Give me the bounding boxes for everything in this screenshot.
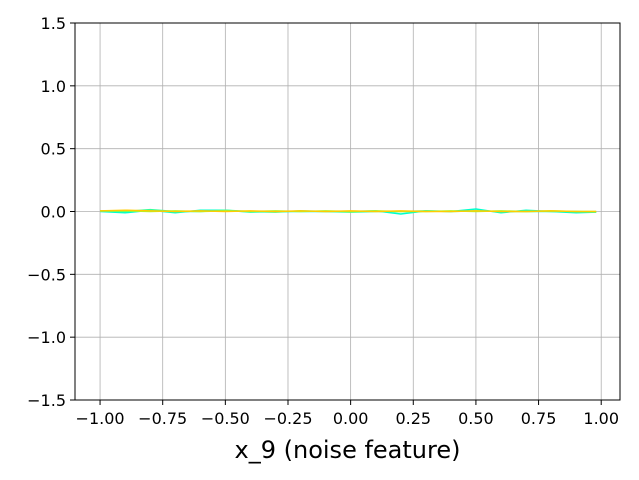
y-tick-label: −1.5	[27, 391, 66, 410]
x-tick-label: 0.75	[521, 409, 557, 428]
x-tick-label: 1.00	[583, 409, 619, 428]
y-tick-label: −0.5	[27, 265, 66, 284]
y-tick-label: −1.0	[27, 328, 66, 347]
y-tick-label: 1.5	[41, 14, 66, 33]
x-tick-label: 0.25	[395, 409, 431, 428]
x-tick-label: −1.00	[76, 409, 125, 428]
x-tick-label: 0.00	[333, 409, 369, 428]
y-tick-label: 0.0	[41, 203, 66, 222]
x-tick-label: −0.75	[138, 409, 187, 428]
y-tick-label: 1.0	[41, 77, 66, 96]
x-tick-label: 0.50	[458, 409, 494, 428]
x-axis-title: x_9 (noise feature)	[235, 436, 461, 464]
series-group	[100, 208, 597, 215]
x-tick-label: −0.25	[263, 409, 312, 428]
x-tick-label: −0.50	[201, 409, 250, 428]
y-tick-label: 0.5	[41, 140, 66, 159]
series-line	[100, 209, 597, 213]
ticks: −1.00 −0.75 −0.50 −0.25 0.00 0.25 0.50 0.75 1.00…	[27, 14, 619, 428]
